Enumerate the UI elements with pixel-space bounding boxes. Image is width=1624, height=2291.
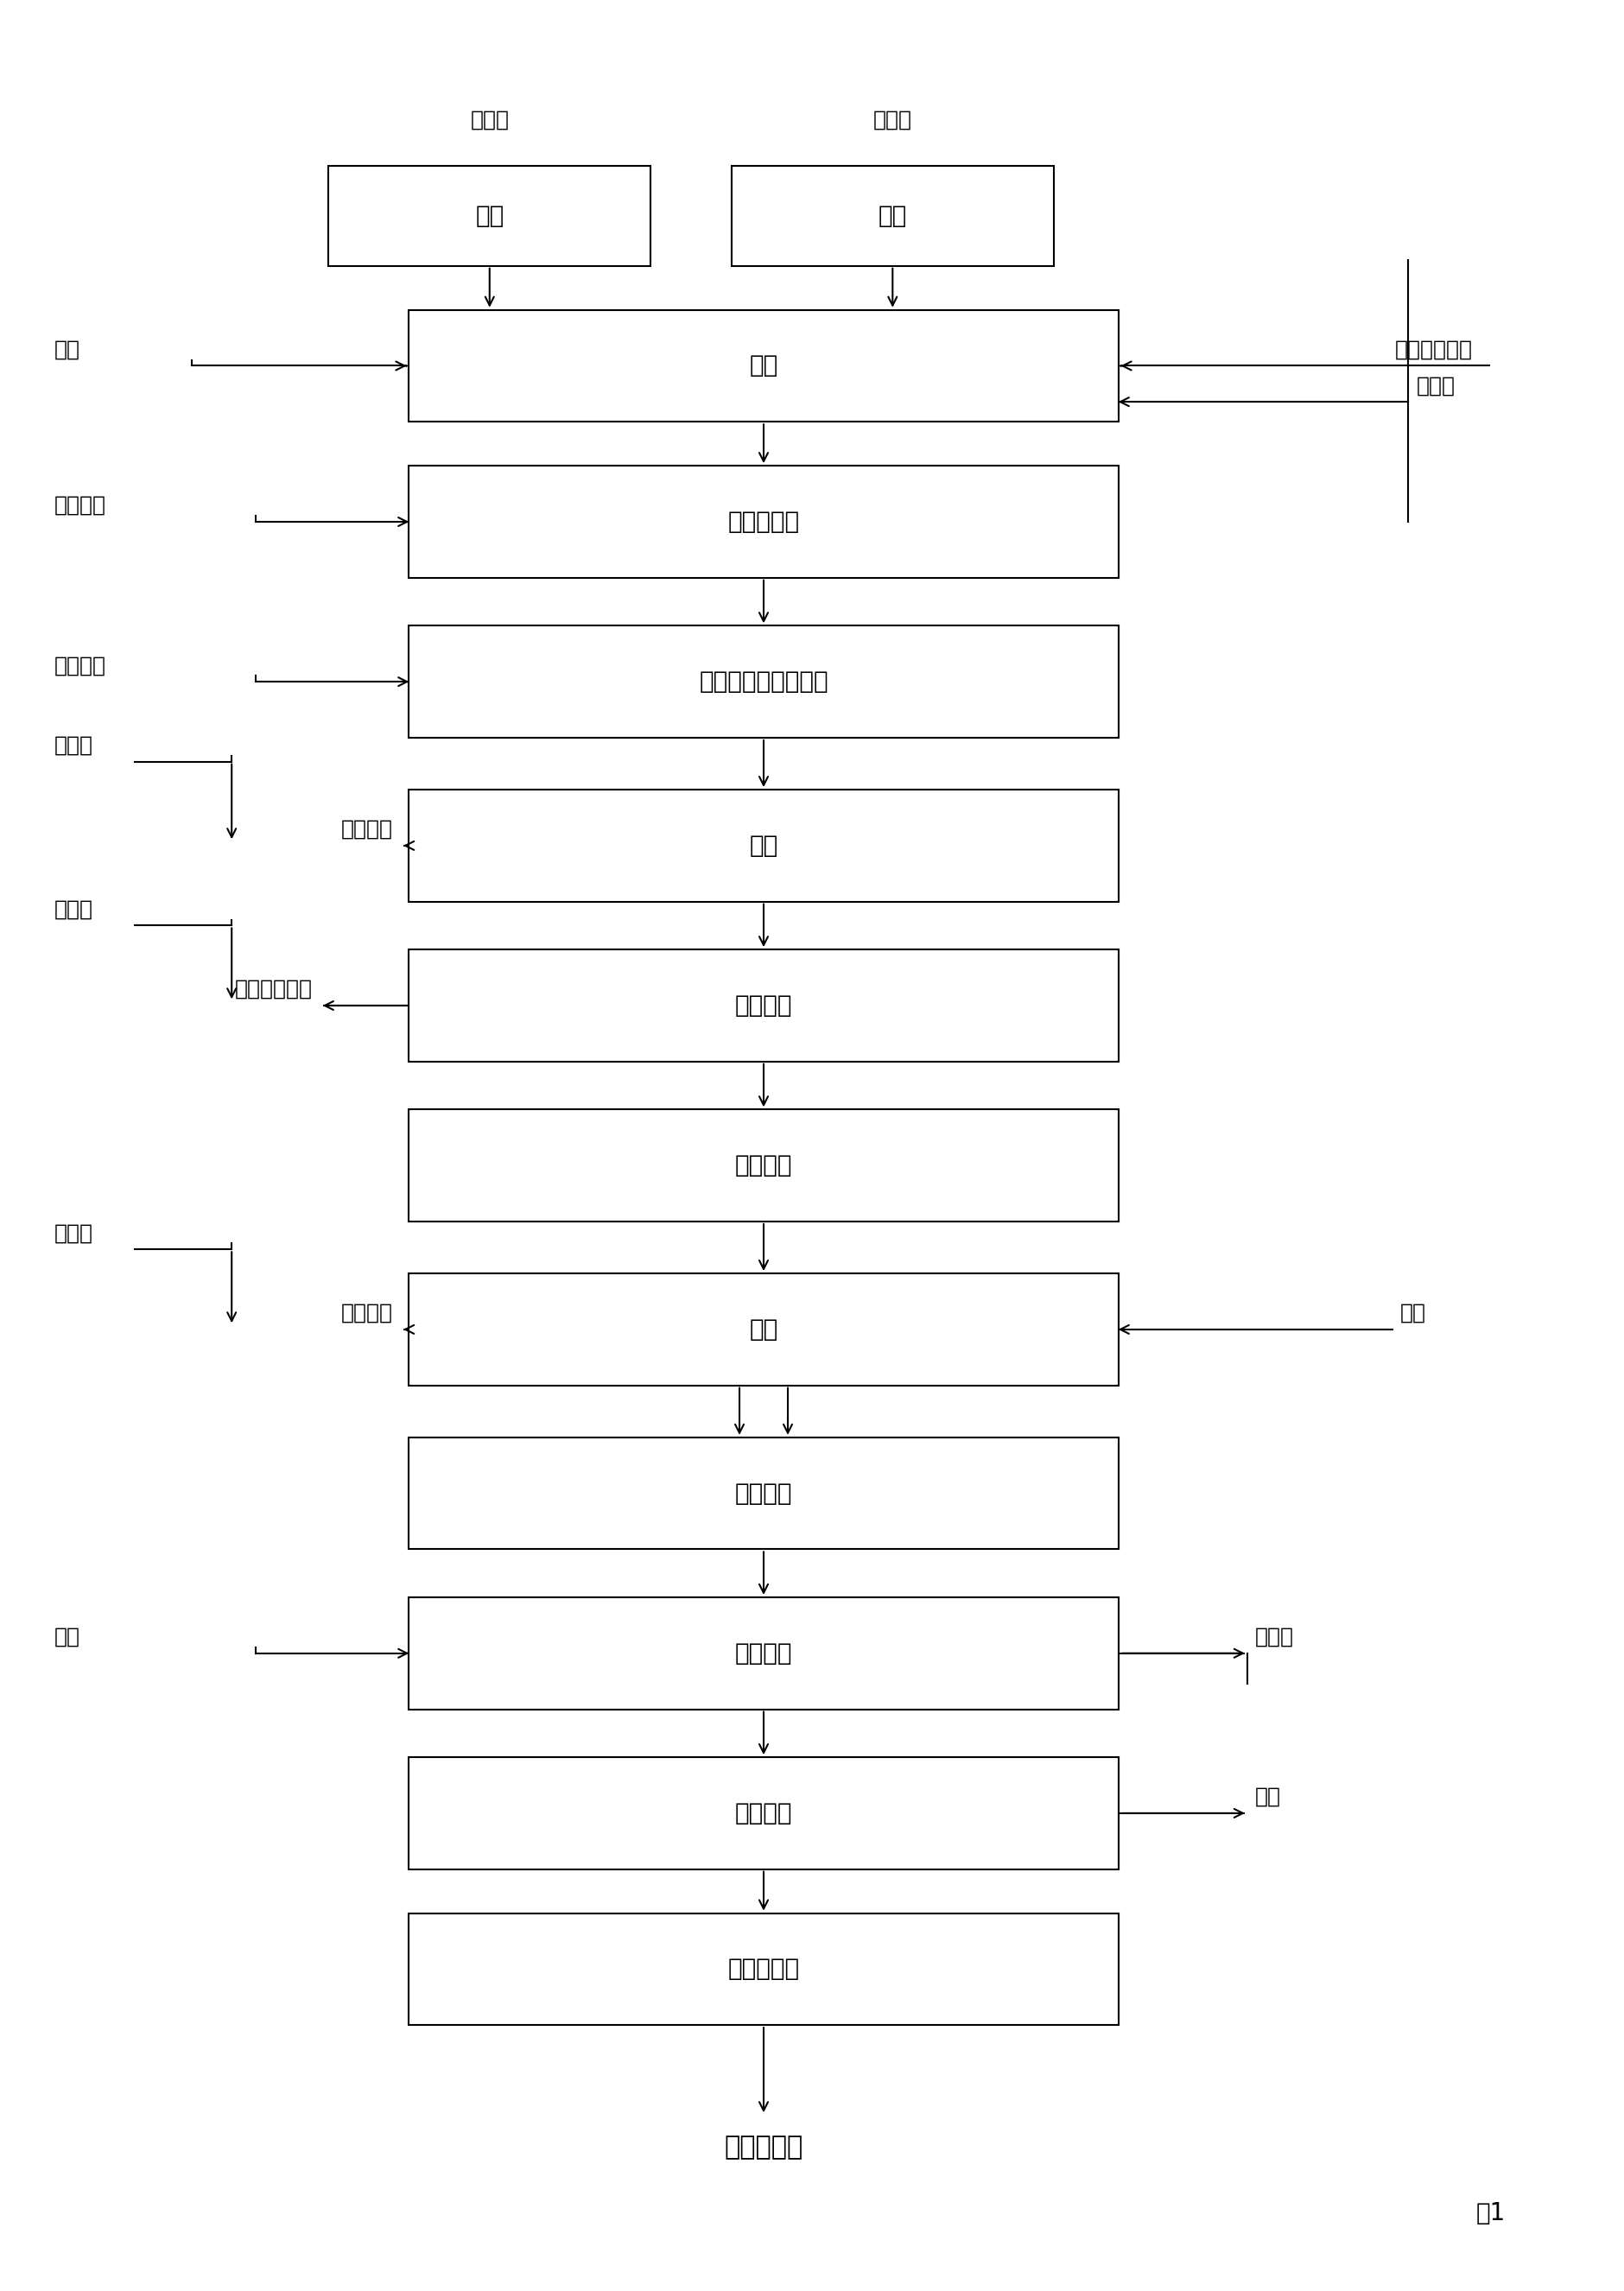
Text: 静置陈化: 静置陈化	[736, 1482, 793, 1505]
Text: 过滤: 过滤	[749, 1317, 778, 1343]
Text: 蒸汽: 蒸汽	[54, 339, 80, 360]
Text: 上清液（弃）: 上清液（弃）	[234, 978, 312, 999]
Bar	[409, 1597, 1119, 1709]
Bar	[409, 790, 1119, 903]
Text: 水热反应: 水热反应	[736, 994, 793, 1017]
Text: 渣（弃）: 渣（弃）	[341, 818, 393, 839]
Text: 过滤: 过滤	[749, 834, 778, 857]
Text: 石灰石粉: 石灰石粉	[54, 495, 106, 515]
Text: 冷却溶解: 冷却溶解	[736, 1152, 793, 1178]
Text: 沉淀铁、铝、砷、锑: 沉淀铁、铝、砷、锑	[698, 669, 828, 694]
Text: 母液: 母液	[1255, 1787, 1281, 1808]
Bar	[409, 465, 1119, 577]
Bar	[731, 165, 1054, 266]
Text: 图1: 图1	[1476, 2202, 1505, 2225]
Bar	[409, 1109, 1119, 1221]
Bar	[409, 1757, 1119, 1869]
Text: 沉淀重金属: 沉淀重金属	[728, 509, 799, 534]
Text: 水热反应: 水热反应	[736, 1640, 793, 1666]
Text: 磨矿: 磨矿	[476, 204, 503, 229]
Text: 钛白工业废酸: 钛白工业废酸	[1395, 339, 1473, 360]
Text: 渣（弃）: 渣（弃）	[341, 1304, 393, 1324]
Text: 浸锰: 浸锰	[749, 353, 778, 378]
Text: 软锰矿: 软锰矿	[471, 110, 508, 131]
Bar	[409, 1913, 1119, 2025]
Text: 硫酸锰成品: 硫酸锰成品	[724, 2135, 802, 2160]
Text: 硫酸: 硫酸	[1400, 1304, 1426, 1324]
Text: 上清液: 上清液	[1255, 1627, 1294, 1647]
Text: 磨矿: 磨矿	[879, 204, 906, 229]
Text: 烘干、包装: 烘干、包装	[728, 1957, 799, 1982]
Bar	[409, 948, 1119, 1061]
Text: 硫化钡: 硫化钡	[1416, 376, 1455, 396]
Text: 石灰水: 石灰水	[54, 1223, 93, 1244]
Bar	[409, 1436, 1119, 1549]
Text: 石灰石粉: 石灰石粉	[54, 655, 106, 676]
Bar	[409, 309, 1119, 422]
Text: 石灰水: 石灰水	[54, 898, 93, 919]
Text: 黄铁矿: 黄铁矿	[874, 110, 913, 131]
Bar	[328, 165, 651, 266]
Bar	[409, 1274, 1119, 1386]
Bar	[409, 625, 1119, 738]
Text: 晶浆分离: 晶浆分离	[736, 1801, 793, 1826]
Text: 石灰水: 石灰水	[54, 735, 93, 756]
Text: 硫酸: 硫酸	[54, 1627, 80, 1647]
